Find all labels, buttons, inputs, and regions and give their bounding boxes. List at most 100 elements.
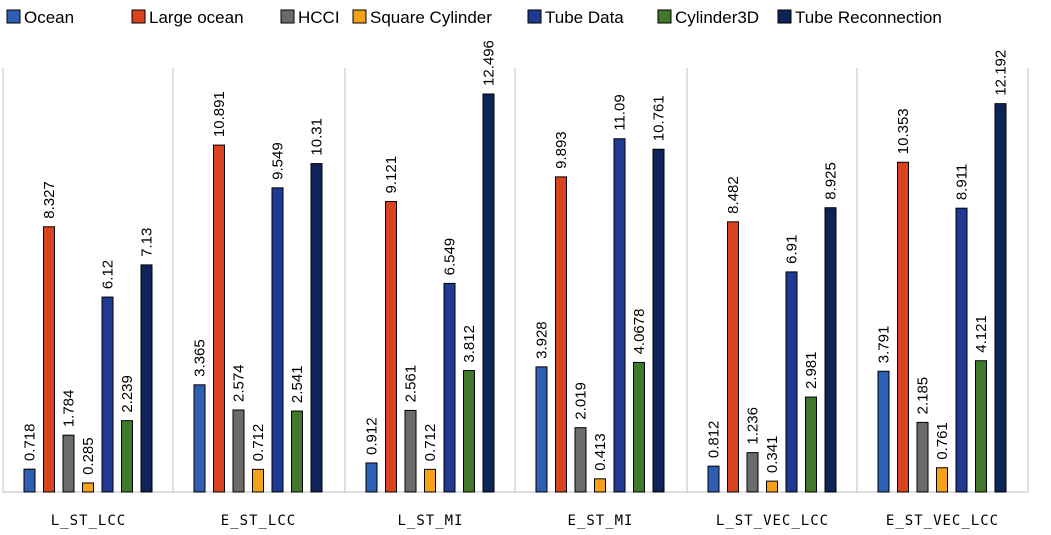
bar-tube-data-l-st-vec-lcc: [785, 271, 798, 493]
data-label-cylinder3d-e-st-mi: 4.0678: [631, 309, 648, 355]
data-label-cylinder3d-e-st-vec-lcc: 4.121: [973, 315, 990, 353]
bar-tube-reconnection-e-st-vec-lcc: [994, 103, 1007, 493]
bar-hcci-l-st-vec-lcc: [746, 452, 759, 493]
bar-ocean-e-st-vec-lcc: [877, 370, 890, 493]
data-label-large-ocean-l-st-vec-lcc: 8.482: [725, 176, 742, 214]
data-label-square-cylinder-e-st-lcc: 0.712: [250, 424, 267, 462]
bar-ocean-l-st-vec-lcc: [707, 465, 720, 493]
legend-label-tube-data: Tube Data: [545, 8, 624, 27]
legend-swatch-cylinder3d: [657, 9, 672, 24]
data-label-tube-reconnection-l-st-mi: 12.496: [481, 40, 498, 86]
data-label-cylinder3d-l-st-vec-lcc: 2.981: [803, 352, 820, 390]
data-label-square-cylinder-l-st-lcc: 0.285: [80, 437, 97, 475]
data-label-hcci-e-st-lcc: 2.574: [231, 364, 248, 402]
data-label-tube-data-e-st-lcc: 9.549: [270, 142, 287, 180]
legend-swatch-tube-data: [527, 9, 542, 24]
data-label-tube-data-e-st-mi: 11.09: [612, 94, 629, 130]
legend-swatch-tube-reconnection: [777, 9, 792, 24]
data-label-cylinder3d-l-st-lcc: 2.239: [119, 375, 136, 413]
bar-cylinder3d-e-st-mi: [633, 361, 645, 493]
data-label-hcci-e-st-mi: 2.019: [573, 382, 590, 420]
legend-swatch-hcci: [280, 9, 295, 24]
bar-hcci-e-st-mi: [574, 427, 587, 493]
bar-square-cylinder-e-st-mi: [594, 478, 606, 493]
data-label-tube-reconnection-l-st-lcc: 7.13: [139, 228, 156, 257]
data-label-tube-reconnection-e-st-mi: 10.761: [651, 95, 668, 141]
legend-label-square-cylinder: Square Cylinder: [370, 8, 492, 27]
bar-large-ocean-e-st-vec-lcc: [897, 161, 909, 493]
bar-ocean-e-st-mi: [535, 366, 548, 493]
bar-ocean-l-st-lcc: [23, 468, 36, 493]
bar-cylinder3d-l-st-vec-lcc: [805, 396, 817, 493]
legend-label-ocean: Ocean: [24, 8, 74, 27]
data-label-large-ocean-l-st-mi: 9.121: [383, 156, 400, 194]
legend-label-large-ocean: Large ocean: [149, 8, 244, 27]
bar-large-ocean-e-st-mi: [555, 176, 567, 493]
bar-cylinder3d-l-st-lcc: [121, 420, 133, 493]
bars: [23, 93, 1007, 493]
group-dividers: [2, 68, 1029, 493]
data-label-tube-data-l-st-mi: 6.549: [442, 238, 459, 276]
bar-tube-reconnection-e-st-lcc: [310, 163, 323, 493]
bar-large-ocean-l-st-lcc: [43, 226, 55, 493]
bar-hcci-l-st-mi: [404, 409, 417, 493]
bar-ocean-l-st-mi: [365, 462, 378, 493]
data-label-ocean-e-st-vec-lcc: 3.791: [876, 326, 893, 364]
bar-tube-reconnection-e-st-mi: [652, 148, 665, 493]
bar-hcci-l-st-lcc: [62, 434, 75, 493]
data-label-ocean-e-st-lcc: 3.365: [192, 339, 209, 377]
data-label-ocean-l-st-lcc: 0.718: [22, 424, 39, 462]
data-label-tube-data-e-st-vec-lcc: 8.911: [954, 164, 971, 200]
bar-cylinder3d-e-st-vec-lcc: [975, 360, 987, 493]
data-label-cylinder3d-e-st-lcc: 2.541: [289, 366, 306, 404]
category-label-e-st-vec-lcc: E_ST_VEC_LCC: [886, 513, 999, 529]
data-label-tube-reconnection-l-st-vec-lcc: 8.925: [823, 162, 840, 200]
data-label-tube-data-l-st-vec-lcc: 6.91: [784, 235, 801, 264]
bar-hcci-e-st-lcc: [232, 409, 245, 493]
bar-large-ocean-l-st-mi: [385, 200, 397, 493]
bar-hcci-e-st-vec-lcc: [916, 421, 929, 493]
data-label-square-cylinder-l-st-vec-lcc: 0.341: [764, 436, 781, 474]
bar-square-cylinder-e-st-vec-lcc: [936, 467, 948, 493]
data-label-hcci-l-st-mi: 2.561: [403, 365, 420, 403]
category-label-l-st-lcc: L_ST_LCC: [51, 513, 126, 529]
data-label-square-cylinder-e-st-vec-lcc: 0.761: [934, 422, 951, 460]
data-label-tube-data-l-st-lcc: 6.12: [100, 260, 117, 289]
category-label-l-st-vec-lcc: L_ST_VEC_LCC: [716, 513, 829, 529]
bar-large-ocean-l-st-vec-lcc: [727, 221, 739, 493]
data-label-hcci-l-st-vec-lcc: 1.236: [745, 407, 762, 445]
bar-square-cylinder-l-st-lcc: [82, 482, 94, 493]
data-label-square-cylinder-l-st-mi: 0.712: [422, 424, 439, 462]
data-label-tube-reconnection-e-st-lcc: 10.31: [309, 118, 326, 156]
data-label-tube-reconnection-e-st-vec-lcc: 12.192: [993, 50, 1010, 96]
bar-tube-data-e-st-vec-lcc: [955, 207, 968, 493]
data-label-large-ocean-l-st-lcc: 8.327: [41, 181, 58, 219]
data-label-large-ocean-e-st-lcc: 10.891: [211, 91, 228, 137]
bar-tube-data-e-st-lcc: [271, 187, 284, 493]
legend-swatch-square-cylinder: [352, 9, 367, 24]
data-label-ocean-l-st-mi: 0.912: [364, 417, 381, 455]
bar-square-cylinder-l-st-mi: [424, 468, 436, 493]
bar-tube-data-l-st-mi: [443, 282, 456, 493]
bar-tube-data-e-st-mi: [613, 138, 626, 493]
bar-cylinder3d-l-st-mi: [463, 370, 475, 493]
data-label-hcci-l-st-lcc: 1.784: [61, 390, 78, 428]
data-label-hcci-e-st-vec-lcc: 2.185: [915, 377, 932, 415]
bar-square-cylinder-e-st-lcc: [252, 468, 264, 493]
legend: Ocean Large ocean HCCI Square Cylinder Tube …: [6, 8, 942, 27]
data-label-large-ocean-e-st-mi: 9.893: [553, 131, 570, 169]
data-label-large-ocean-e-st-vec-lcc: 10.353: [895, 108, 912, 154]
bar-tube-reconnection-l-st-lcc: [140, 264, 153, 493]
bar-large-ocean-e-st-lcc: [213, 144, 225, 493]
legend-label-tube-reconnection: Tube Reconnection: [795, 8, 942, 27]
category-label-l-st-mi: L_ST_MI: [397, 513, 463, 529]
data-label-ocean-l-st-vec-lcc: 0.812: [706, 421, 723, 459]
bar-square-cylinder-l-st-vec-lcc: [766, 480, 778, 493]
data-label-cylinder3d-l-st-mi: 3.812: [461, 325, 478, 363]
legend-swatch-large-ocean: [131, 9, 146, 24]
category-label-e-st-lcc: E_ST_LCC: [221, 513, 296, 529]
data-label-ocean-e-st-mi: 3.928: [534, 321, 551, 359]
bar-tube-data-l-st-lcc: [101, 296, 114, 493]
